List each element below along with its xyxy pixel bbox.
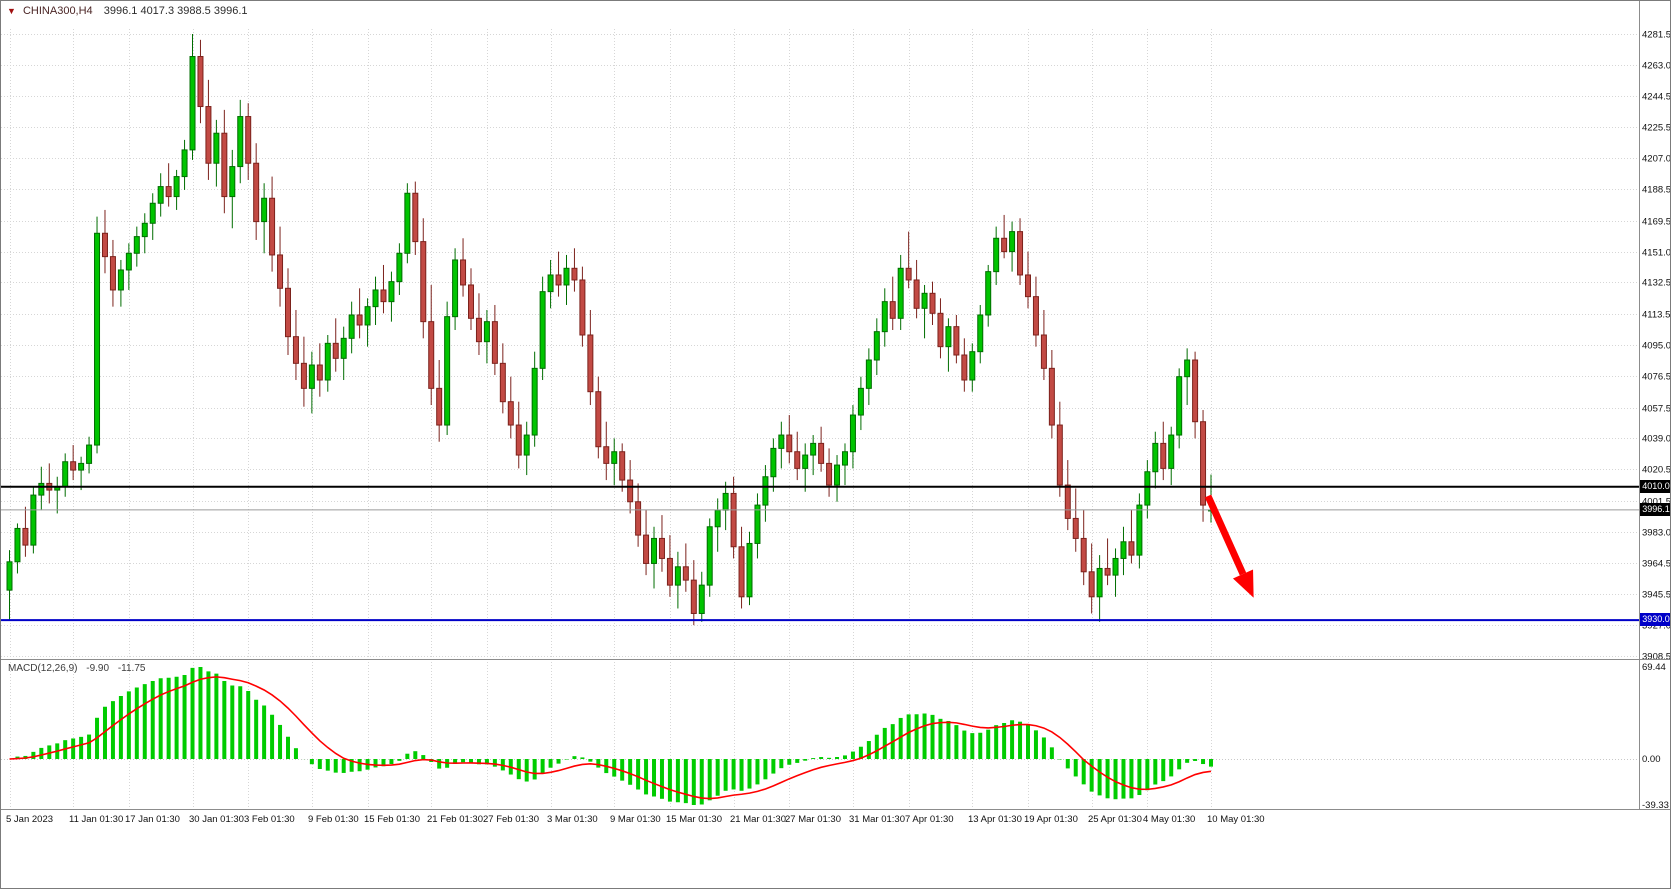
- svg-text:-39.33: -39.33: [1642, 800, 1669, 811]
- bid-price-badge: 3996.1: [1640, 502, 1670, 516]
- svg-text:25 Apr 01:30: 25 Apr 01:30: [1088, 814, 1142, 825]
- svg-text:4132.5: 4132.5: [1642, 278, 1671, 289]
- macd-signal-value: -11.75: [117, 663, 146, 674]
- macd-main-value: -9.90: [86, 663, 110, 674]
- resistance-price-badge[interactable]: 4010.0: [1640, 479, 1670, 493]
- svg-text:10 May 01:30: 10 May 01:30: [1207, 814, 1265, 825]
- svg-text:4151.0: 4151.0: [1642, 248, 1671, 259]
- support-price-badge[interactable]: 3930.0: [1640, 613, 1670, 627]
- svg-text:13 Apr 01:30: 13 Apr 01:30: [968, 814, 1022, 825]
- svg-text:21 Mar 01:30: 21 Mar 01:30: [730, 814, 786, 825]
- macd-indicator-label: MACD(12,26,9) -9.90 -11.75: [8, 663, 145, 674]
- svg-text:3964.5: 3964.5: [1642, 559, 1671, 570]
- grid-layer: [1, 29, 1639, 809]
- svg-text:3983.0: 3983.0: [1642, 528, 1671, 539]
- annotation-arrow[interactable]: [1204, 494, 1254, 598]
- svg-text:4244.5: 4244.5: [1642, 92, 1671, 103]
- macd-signal-line: [9, 676, 1212, 800]
- svg-text:11 Jan 01:30: 11 Jan 01:30: [69, 814, 123, 825]
- svg-text:3 Mar 01:30: 3 Mar 01:30: [547, 814, 598, 825]
- svg-text:69.44: 69.44: [1642, 662, 1666, 673]
- svg-text:4113.5: 4113.5: [1642, 310, 1670, 321]
- svg-text:4095.0: 4095.0: [1642, 341, 1671, 352]
- svg-text:3 Feb 01:30: 3 Feb 01:30: [244, 814, 295, 825]
- macd-axis-labels: 69.44 0.00 -39.33: [1642, 662, 1669, 811]
- svg-text:4169.5: 4169.5: [1642, 217, 1671, 228]
- price-axis-labels: 4281.5 4263.0 4244.5 4225.5 4207.0 4188.5 4169…: [1642, 30, 1671, 663]
- svg-text:27 Mar 01:30: 27 Mar 01:30: [785, 814, 841, 825]
- svg-text:7 Apr 01:30: 7 Apr 01:30: [905, 814, 954, 825]
- svg-text:4057.5: 4057.5: [1642, 404, 1671, 415]
- svg-text:19 Apr 01:30: 19 Apr 01:30: [1024, 814, 1078, 825]
- svg-text:31 Mar 01:30: 31 Mar 01:30: [849, 814, 905, 825]
- svg-text:4076.5: 4076.5: [1642, 372, 1671, 383]
- svg-text:3908.5: 3908.5: [1642, 652, 1671, 663]
- svg-text:15 Feb 01:30: 15 Feb 01:30: [364, 814, 420, 825]
- macd-histogram: [15, 667, 1214, 805]
- svg-text:4020.5: 4020.5: [1642, 465, 1671, 476]
- price-levels-layer[interactable]: [1, 485, 1639, 622]
- svg-text:3945.5: 3945.5: [1642, 590, 1671, 601]
- chart-header: ▼ CHINA300,H4 3996.1 4017.3 3988.5 3996.…: [7, 5, 248, 17]
- svg-text:4039.0: 4039.0: [1642, 434, 1671, 445]
- macd-name: MACD(12,26,9): [8, 663, 78, 674]
- svg-text:4225.5: 4225.5: [1642, 123, 1671, 134]
- panel-separators: [1, 1, 1670, 810]
- svg-text:27 Feb 01:30: 27 Feb 01:30: [483, 814, 539, 825]
- svg-text:4263.0: 4263.0: [1642, 61, 1671, 72]
- svg-text:9 Feb 01:30: 9 Feb 01:30: [308, 814, 359, 825]
- svg-text:5 Jan 2023: 5 Jan 2023: [6, 814, 53, 825]
- svg-text:4 May 01:30: 4 May 01:30: [1143, 814, 1195, 825]
- svg-text:15 Mar 01:30: 15 Mar 01:30: [666, 814, 722, 825]
- svg-text:4281.5: 4281.5: [1642, 30, 1671, 41]
- time-axis-labels: 5 Jan 2023 11 Jan 01:30 17 Jan 01:30 30 Jan…: [6, 814, 1265, 825]
- svg-text:4188.5: 4188.5: [1642, 185, 1671, 196]
- chart-menu-icon[interactable]: ▼: [7, 6, 16, 16]
- svg-text:21 Feb 01:30: 21 Feb 01:30: [427, 814, 483, 825]
- svg-text:30 Jan 01:30: 30 Jan 01:30: [189, 814, 244, 825]
- candles-layer: [6, 34, 1215, 626]
- ohlc-values: 3996.1 4017.3 3988.5 3996.1: [103, 5, 248, 17]
- svg-text:0.00: 0.00: [1642, 754, 1661, 765]
- svg-text:17 Jan 01:30: 17 Jan 01:30: [125, 814, 180, 825]
- symbol-timeframe-label: CHINA300,H4: [22, 5, 93, 17]
- svg-text:9 Mar 01:30: 9 Mar 01:30: [610, 814, 661, 825]
- svg-text:4207.0: 4207.0: [1642, 154, 1671, 165]
- svg-text:4001.5: 4001.5: [1642, 497, 1671, 508]
